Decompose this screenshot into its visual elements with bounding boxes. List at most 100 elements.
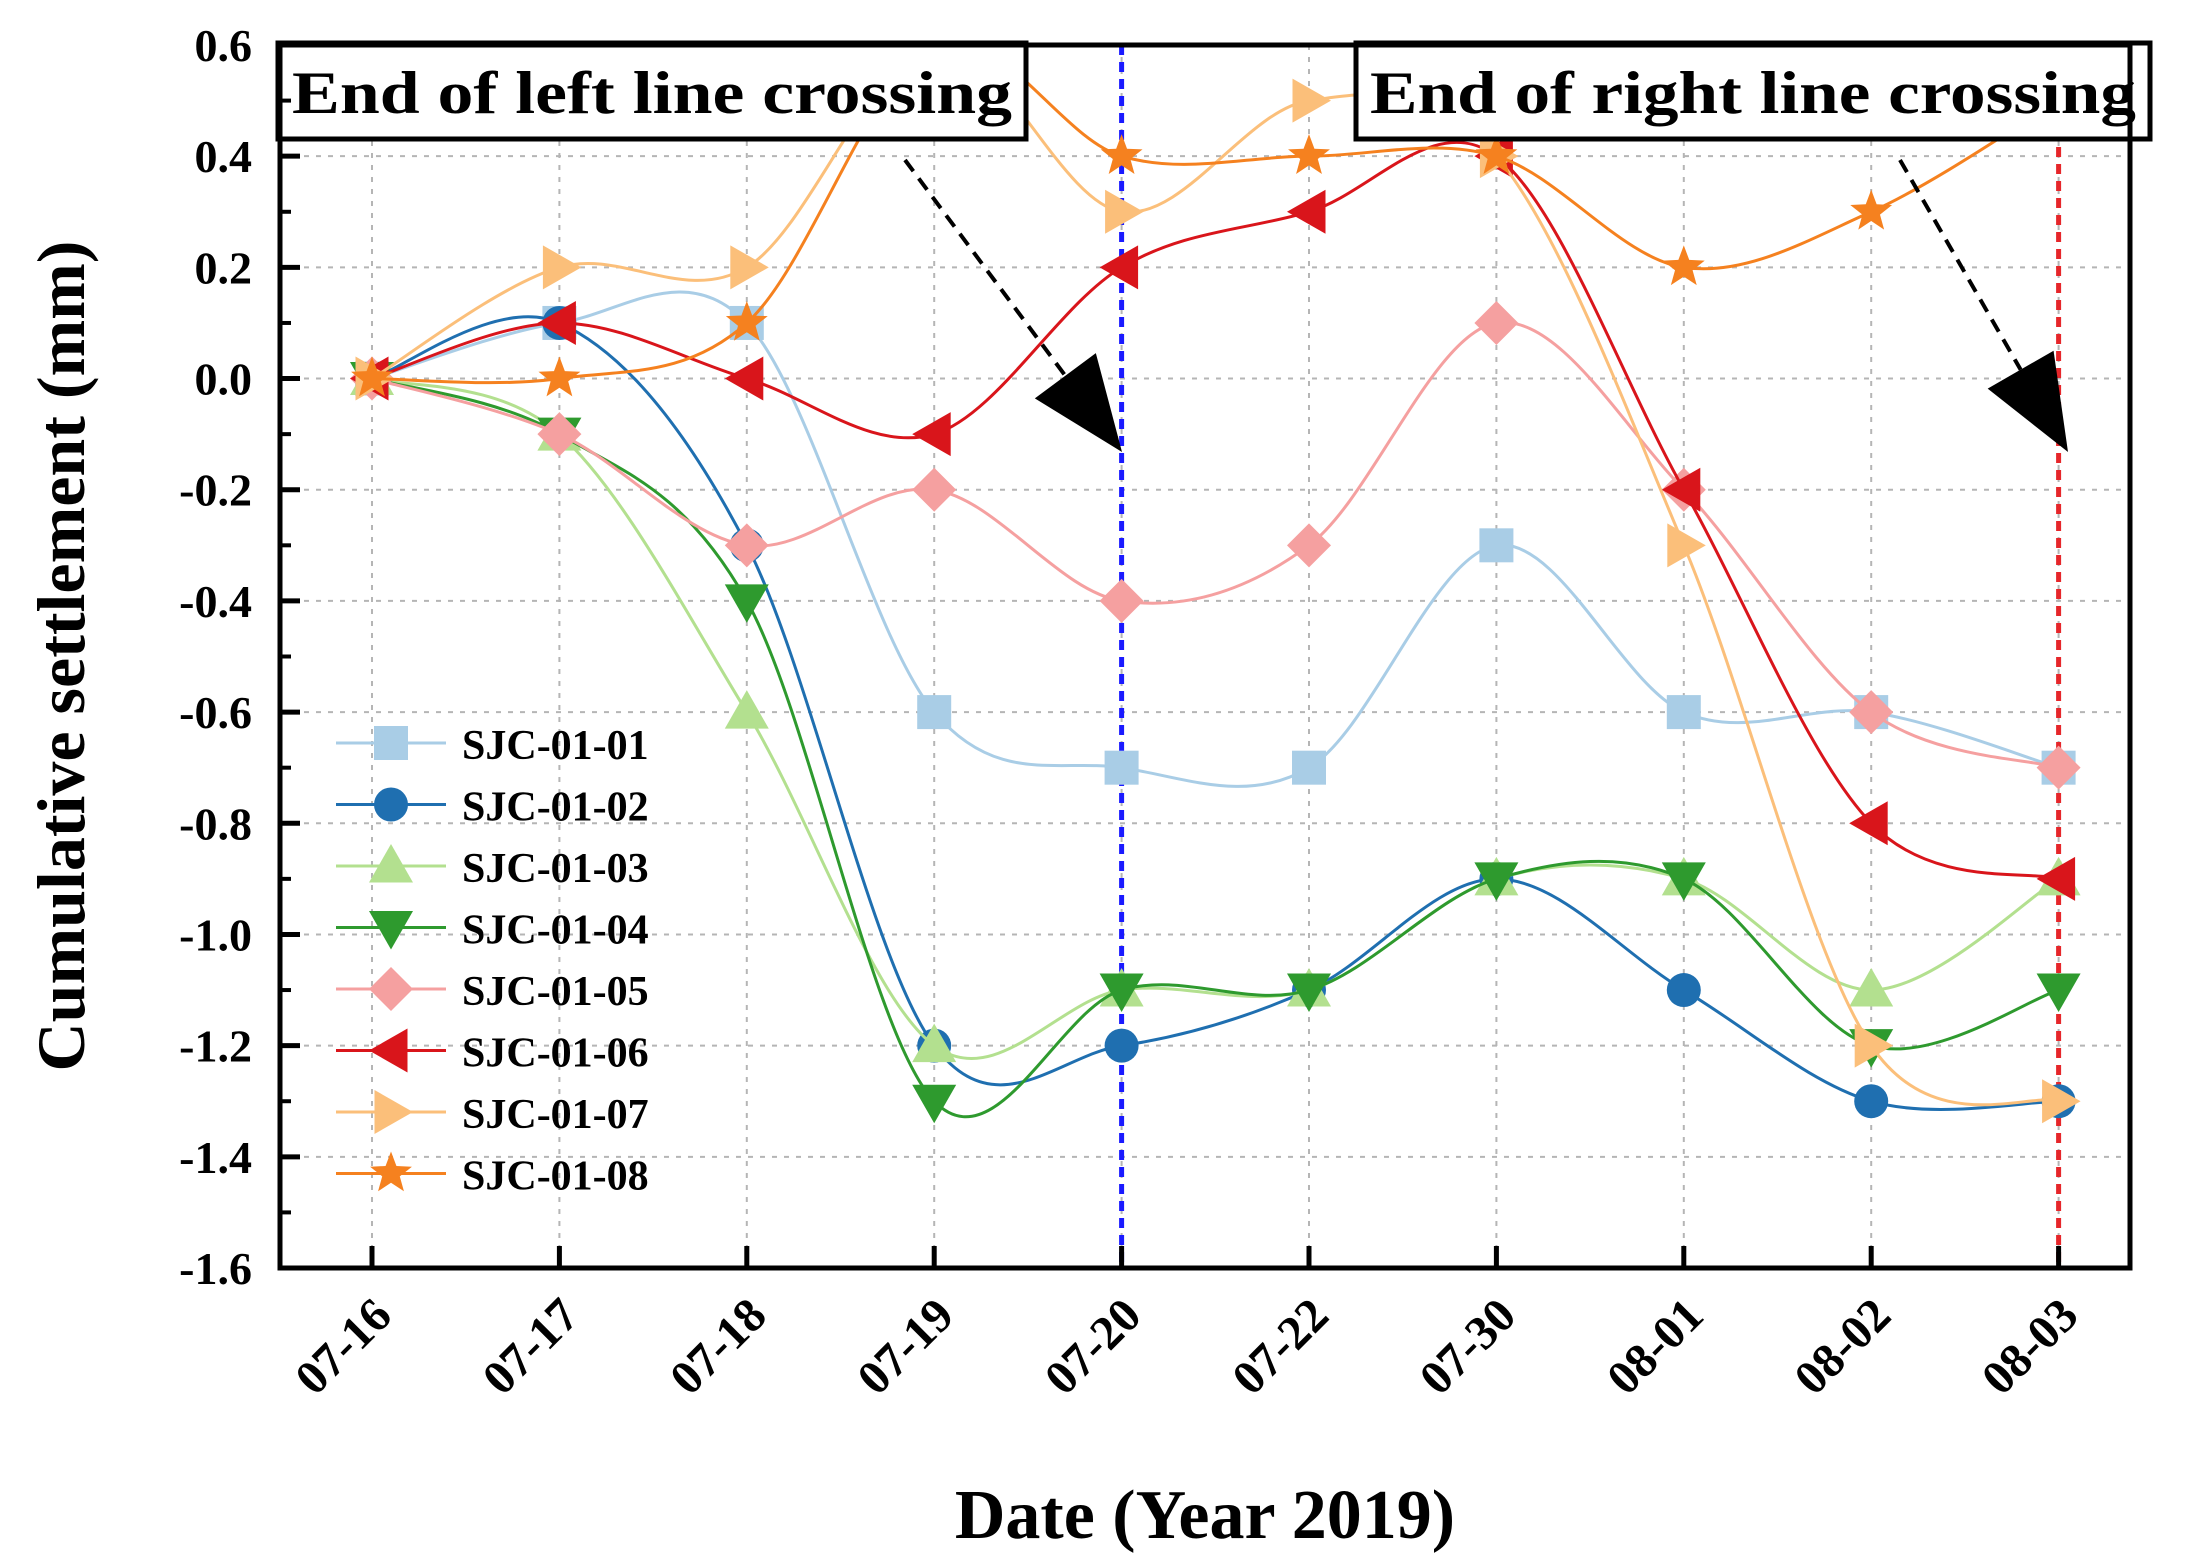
data-point: [537, 300, 576, 345]
y-tick-label: -1.6: [179, 1243, 252, 1294]
legend-label: SJC-01-02: [462, 785, 649, 831]
series-line: [371, 377, 2060, 1061]
data-point: [724, 690, 769, 729]
y-tick-label: -1.0: [179, 909, 252, 960]
legend-item-SJC-01-04: SJC-01-04: [336, 908, 649, 954]
series-line: [371, 377, 2060, 1119]
legend-item-SJC-01-07: SJC-01-07: [336, 1090, 649, 1138]
legend-label: SJC-01-08: [462, 1154, 649, 1200]
arrow-right: [1898, 159, 2068, 452]
data-point: [1288, 134, 1330, 174]
data-point: [538, 356, 581, 397]
annotation-right: End of right line crossing: [1353, 40, 2153, 142]
y-tick-label: -0.4: [179, 576, 252, 627]
legend-marker: [374, 787, 408, 822]
legend-marker: [369, 911, 413, 950]
y-tick-label: 0.0: [195, 354, 253, 405]
data-point: [1474, 300, 1519, 345]
data-series: [350, 45, 2081, 1124]
data-point: [1104, 750, 1139, 785]
x-tick-label: 08-03: [1972, 1288, 2089, 1405]
data-point: [912, 1084, 957, 1124]
data-point: [1854, 1084, 1889, 1119]
y-axis-label: Cumulative settlement (mm): [23, 241, 99, 1072]
legend-item-SJC-01-02: SJC-01-02: [336, 785, 649, 831]
legend: SJC-01-01 SJC-01-02 SJC-01-03 SJC-01-04 SJC-…: [336, 723, 649, 1200]
series-line: [371, 141, 2060, 881]
legend-label: SJC-01-03: [462, 846, 649, 892]
data-point: [912, 1023, 957, 1063]
legend-marker: [369, 844, 413, 883]
legend-label: SJC-01-04: [462, 908, 649, 954]
data-point: [724, 356, 764, 401]
data-point: [1667, 523, 1706, 568]
plot-frame: [277, 42, 2133, 1271]
arrow-right-head: [1987, 350, 2068, 452]
legend-marker: [369, 1028, 408, 1073]
legend-label: SJC-01-07: [462, 1092, 649, 1138]
data-point: [917, 695, 952, 730]
data-point: [1099, 245, 1139, 290]
series-line: [371, 321, 2060, 770]
legend-item-SJC-01-03: SJC-01-03: [336, 844, 649, 892]
data-point: [1475, 134, 1518, 174]
data-point: [1099, 578, 1144, 623]
data-point: [1474, 862, 1519, 901]
y-tick-label: -1.2: [179, 1021, 252, 1072]
data-point: [1849, 801, 1888, 846]
data-point: [2036, 856, 2076, 901]
arrow-left-head: [1034, 353, 1122, 452]
data-point: [1666, 973, 1701, 1008]
x-tick-label: 07-16: [285, 1288, 402, 1405]
gridlines: [280, 44, 2130, 1269]
data-point: [724, 523, 769, 568]
data-point: [1849, 690, 1894, 735]
y-tick-label: -0.8: [179, 798, 252, 849]
data-point: [537, 412, 582, 457]
data-point: [1287, 523, 1331, 568]
legend-marker: [374, 726, 408, 760]
series-line: [371, 45, 2060, 385]
data-point: [1292, 750, 1326, 785]
data-point: [542, 245, 582, 290]
y-tick-label: -0.2: [179, 465, 252, 516]
data-point: [1287, 189, 1326, 234]
annotation-right-box: [1353, 40, 2153, 142]
data-point: [1854, 1023, 1894, 1068]
series-SJC-01-07: [355, 45, 2081, 1124]
x-tick-label: 07-17: [473, 1288, 590, 1405]
y-tick-label: 0.6: [195, 20, 253, 71]
y-tick-label: -0.6: [179, 687, 252, 738]
series-SJC-01-01: [355, 290, 2076, 788]
y-tick-label: -1.4: [179, 1132, 252, 1183]
data-point: [1479, 528, 1514, 563]
legend-label: SJC-01-06: [462, 1031, 649, 1077]
data-point: [725, 300, 768, 341]
annotation-left-text: End of left line crossing: [292, 60, 1012, 126]
data-point: [1849, 968, 1894, 1007]
legend-marker: [370, 1151, 412, 1192]
data-point: [1661, 467, 1701, 512]
x-tick-label: 07-20: [1035, 1288, 1152, 1405]
x-tick-label: 07-19: [847, 1288, 964, 1405]
data-point: [1666, 695, 1701, 730]
data-point: [1104, 1028, 1139, 1063]
data-point: [2042, 1079, 2081, 1124]
data-point: [724, 584, 769, 623]
data-point: [2036, 745, 2081, 790]
x-tick-label: 07-18: [660, 1288, 777, 1405]
data-point: [1287, 973, 1331, 1013]
legend-item-SJC-01-01: SJC-01-01: [336, 723, 649, 769]
legend-item-SJC-01-08: SJC-01-08: [336, 1151, 649, 1200]
x-axis-label: Date (Year 2019): [955, 1477, 1455, 1554]
data-point: [2036, 973, 2081, 1013]
data-point: [1292, 78, 1331, 123]
arrow-left: [903, 158, 1122, 452]
annotation-left: End of left line crossing: [275, 40, 1029, 142]
arrow-right-shaft: [1898, 159, 2023, 371]
legend-item-SJC-01-06: SJC-01-06: [336, 1028, 649, 1077]
data-point: [1100, 134, 1143, 174]
x-tick-label: 07-22: [1222, 1288, 1339, 1405]
annotation-right-text: End of right line crossing: [1370, 60, 2136, 126]
data-point: [1099, 973, 1144, 1013]
